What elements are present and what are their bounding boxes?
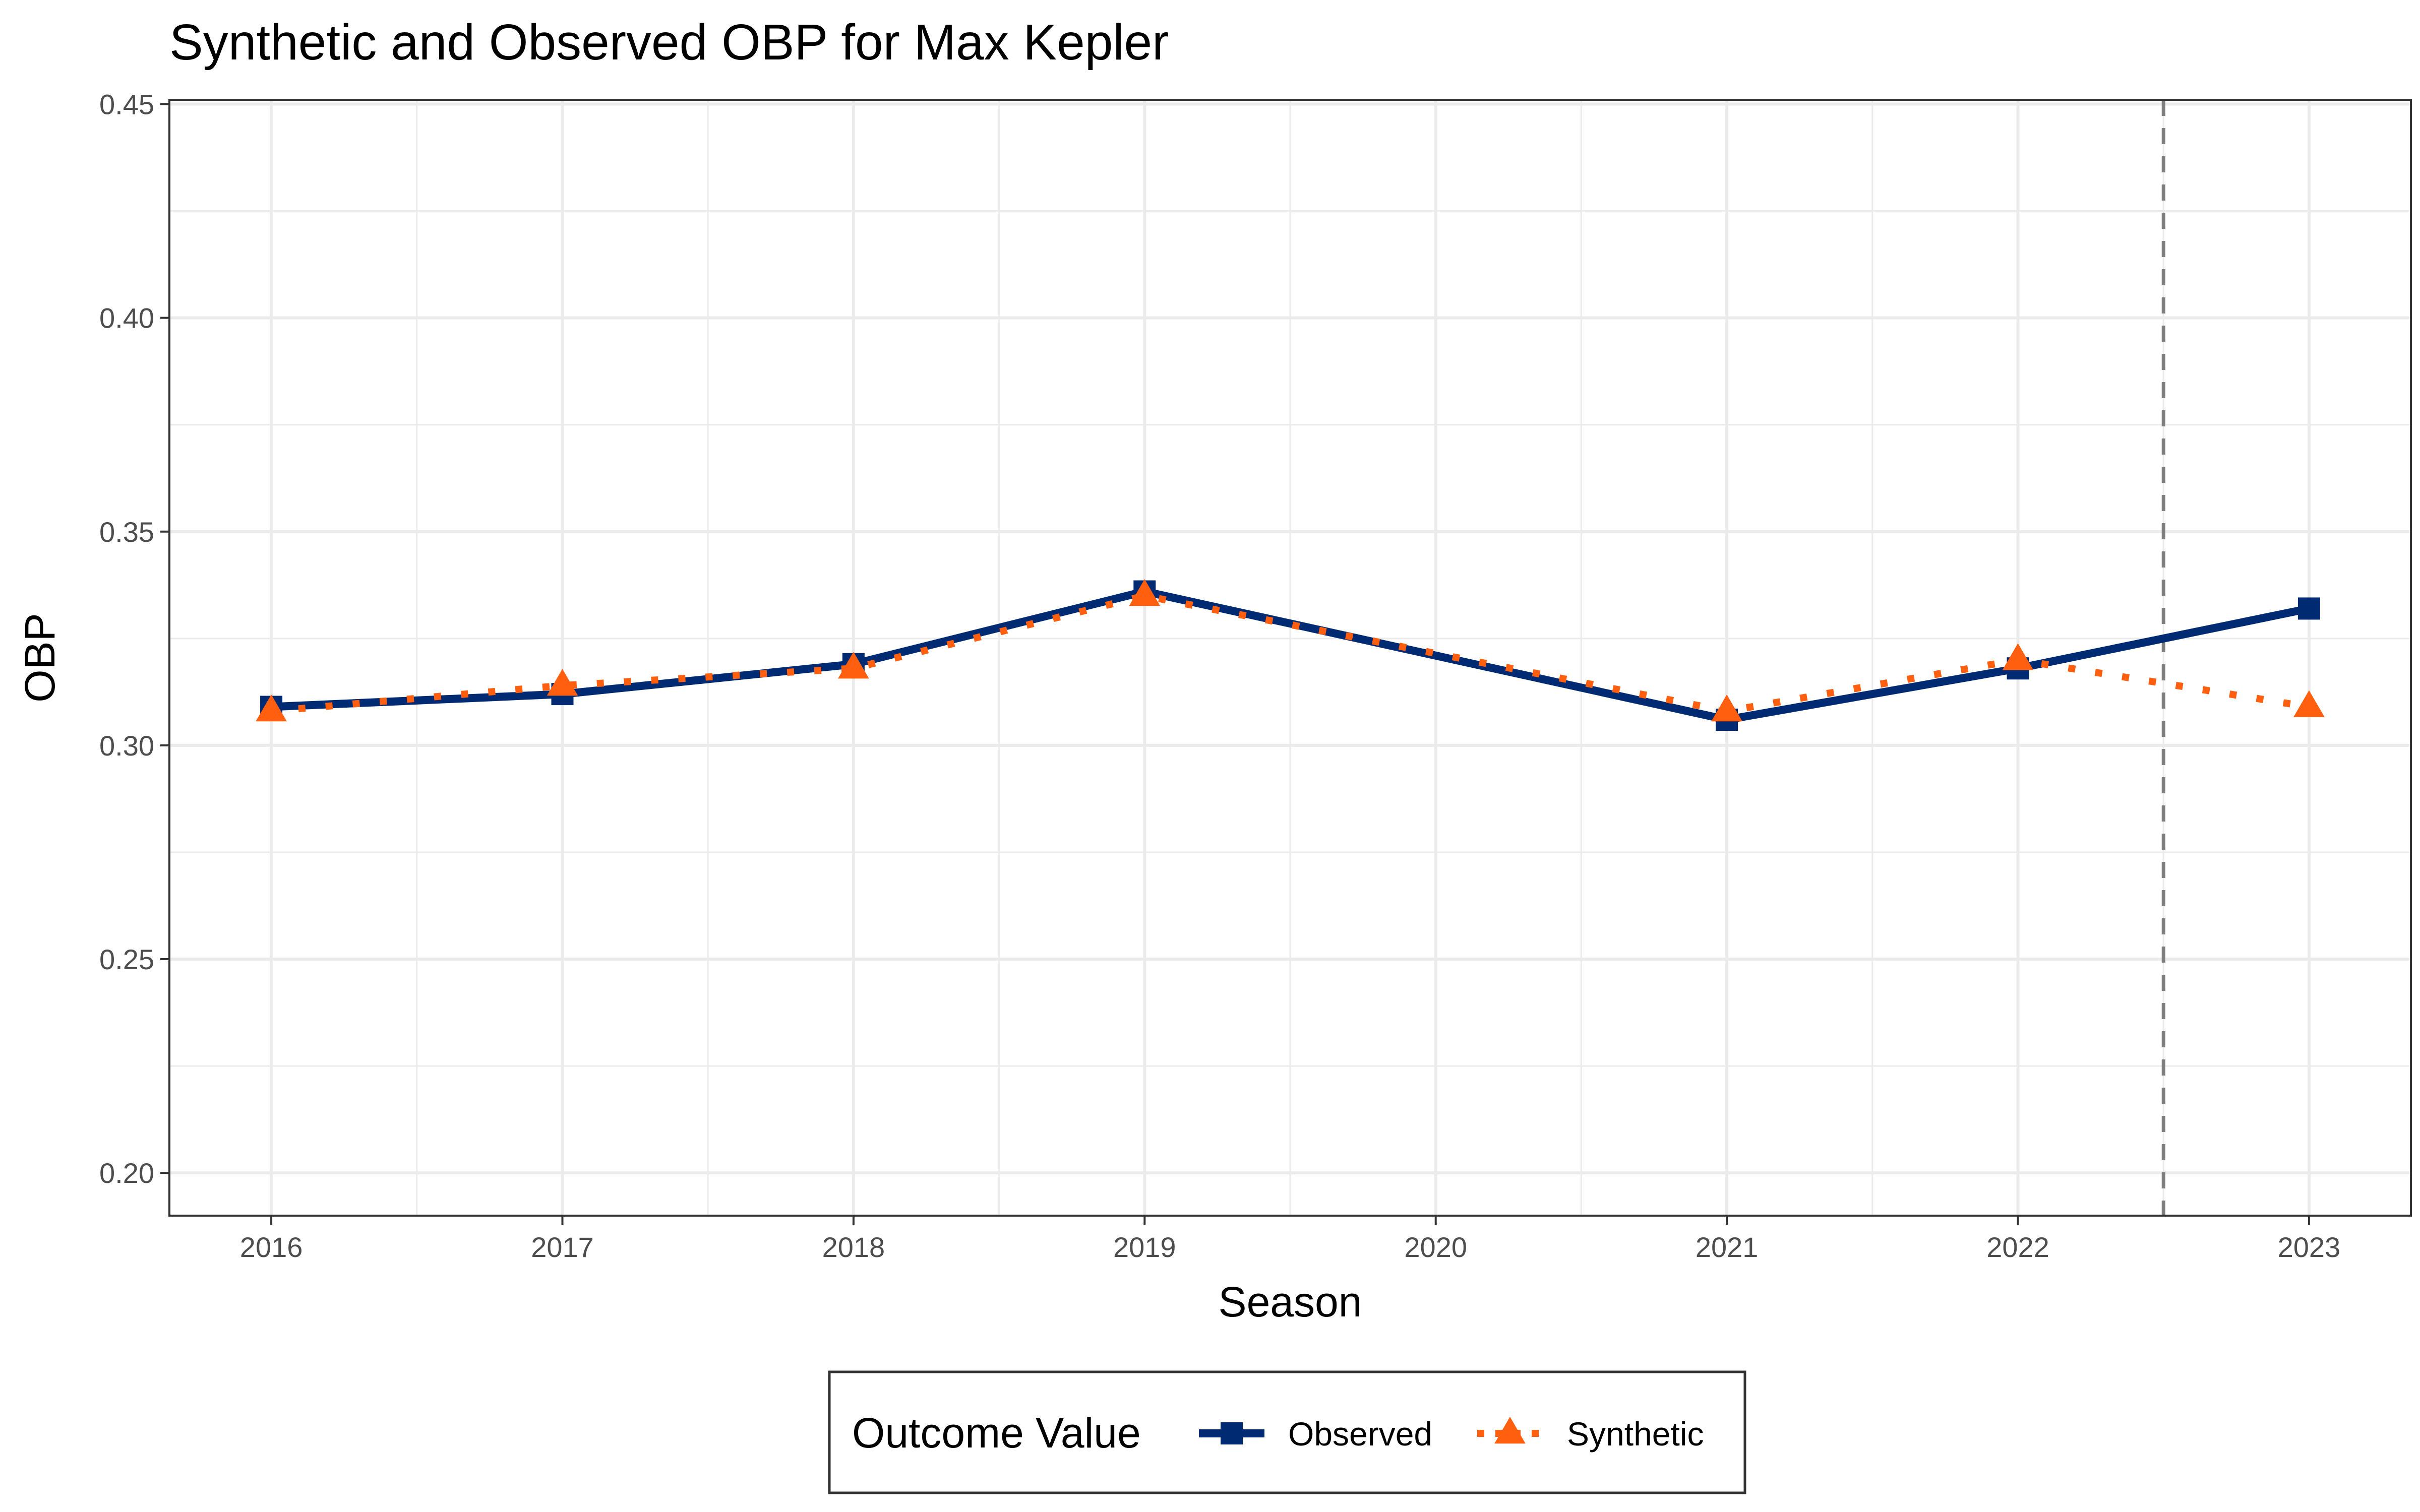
- y-tick-label: 0.30: [99, 730, 154, 762]
- x-axis-title: Season: [1219, 1278, 1362, 1326]
- x-axis-ticks: 2016 2017 2018 2019 2020 2021 2022 2023: [240, 1216, 2340, 1263]
- data-point-synthetic: [547, 669, 578, 696]
- data-point-synthetic: [2002, 643, 2034, 670]
- x-tick-label: 2020: [1404, 1231, 1467, 1263]
- legend-keys: Observed Synthetic: [1199, 1415, 1704, 1453]
- chart-title: Synthetic and Observed OBP for Max Keple…: [169, 14, 1169, 71]
- series-synthetic: [256, 579, 2325, 722]
- legend-label-synthetic: Synthetic: [1567, 1415, 1704, 1453]
- y-axis-title: OBP: [16, 613, 64, 702]
- legend-key-synthetic: Synthetic: [1477, 1415, 1704, 1453]
- legend-title: Outcome Value: [852, 1409, 1141, 1457]
- legend-box: [828, 1370, 1746, 1494]
- x-tick-label: 2023: [2278, 1231, 2341, 1263]
- y-axis-ticks: 0.20 0.25 0.30 0.35 0.40 0.45: [99, 88, 169, 1189]
- x-tick-label: 2016: [240, 1231, 303, 1263]
- x-tick-label: 2018: [822, 1231, 885, 1263]
- legend-marker-synthetic: [1494, 1417, 1526, 1444]
- x-tick-label: 2017: [531, 1231, 594, 1263]
- x-tick-label: 2021: [1696, 1231, 1759, 1263]
- y-tick-label: 0.40: [99, 302, 154, 334]
- y-tick-label: 0.35: [99, 516, 154, 548]
- legend-marker-observed: [1221, 1422, 1243, 1444]
- legend: Outcome Value Observed Synthetic: [828, 1370, 1746, 1494]
- y-tick-label: 0.20: [99, 1157, 154, 1189]
- legend-key-observed: Observed: [1199, 1415, 1432, 1453]
- data-point-synthetic: [2293, 690, 2325, 717]
- data-point-synthetic: [838, 652, 869, 679]
- data-point-observed: [2297, 597, 2320, 620]
- x-tick-label: 2022: [1986, 1231, 2049, 1263]
- series-group: [256, 579, 2325, 731]
- legend-label-observed: Observed: [1288, 1415, 1432, 1453]
- x-tick-label: 2019: [1113, 1231, 1176, 1263]
- data-point-synthetic: [1711, 695, 1742, 722]
- plot-panel-border: [168, 99, 2412, 1217]
- data-point-synthetic: [1129, 579, 1161, 606]
- data-point-synthetic: [256, 695, 287, 722]
- y-tick-label: 0.45: [99, 88, 154, 120]
- y-tick-label: 0.25: [99, 943, 154, 975]
